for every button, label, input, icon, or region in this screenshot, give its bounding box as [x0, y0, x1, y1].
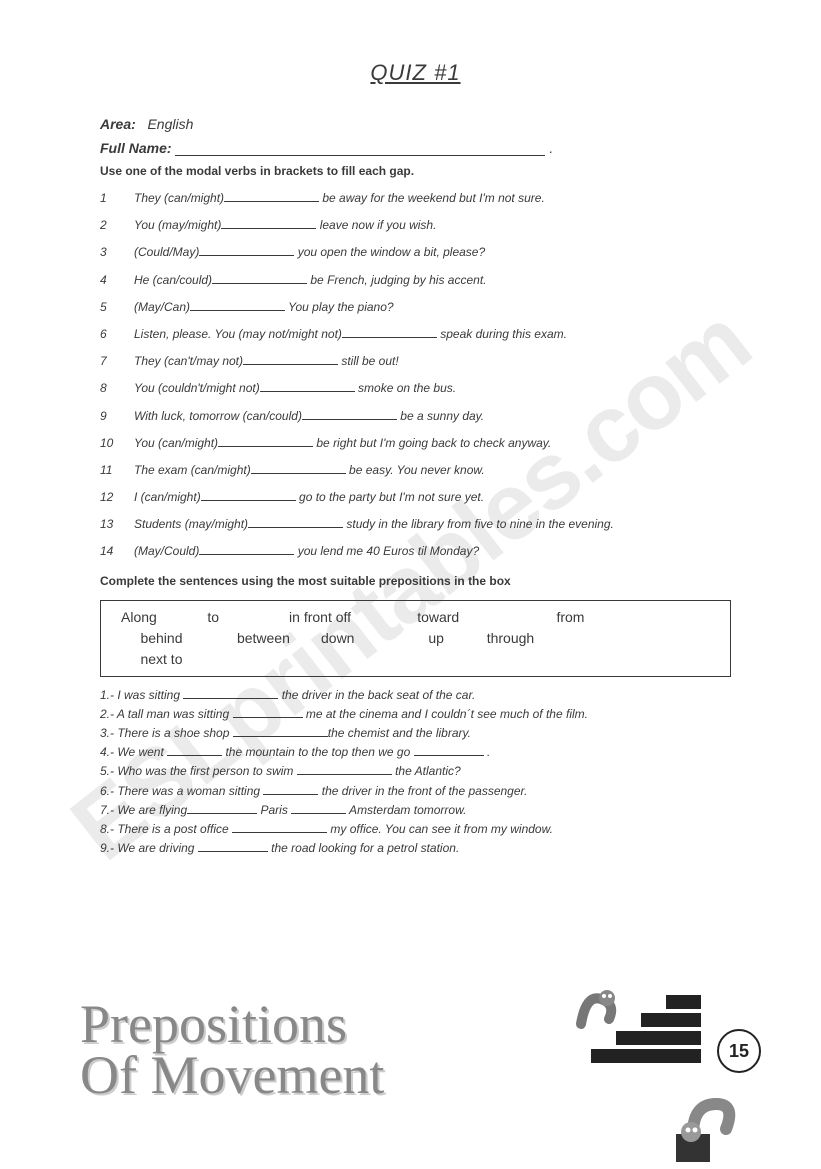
answer-blank[interactable]	[221, 218, 316, 229]
footer-art: Prepositions Of Movement 15	[80, 999, 801, 1169]
question-number: 6	[100, 326, 134, 342]
question-item: 2You (may/might) leave now if you wish.	[100, 217, 731, 233]
answer-blank[interactable]	[199, 544, 294, 555]
answer-blank[interactable]	[198, 841, 268, 852]
answer-blank[interactable]	[190, 300, 285, 311]
sentence-item: 1.- I was sitting the driver in the back…	[100, 687, 731, 703]
question-number: 8	[100, 380, 134, 396]
prep-row-3: next to	[121, 649, 182, 670]
question-item: 1They (can/might) be away for the weeken…	[100, 190, 731, 206]
instruction-1: Use one of the modal verbs in brackets t…	[100, 164, 731, 178]
question-number: 3	[100, 244, 134, 260]
sentence-list: 1.- I was sitting the driver in the back…	[100, 687, 731, 857]
answer-blank[interactable]	[260, 381, 355, 392]
page-title: QUIZ #1	[100, 60, 731, 86]
sentence-item: 7.- We are flying Paris Amsterdam tomorr…	[100, 802, 731, 818]
question-item: 8You (couldn't/might not) smoke on the b…	[100, 380, 731, 396]
answer-blank[interactable]	[342, 327, 437, 338]
instruction-2: Complete the sentences using the most su…	[100, 574, 731, 588]
question-number: 9	[100, 408, 134, 424]
area-label: Area:	[100, 116, 136, 132]
question-number: 12	[100, 489, 134, 505]
question-text: The exam (can/might) be easy. You never …	[134, 462, 731, 478]
question-number: 2	[100, 217, 134, 233]
question-number: 1	[100, 190, 134, 206]
question-number: 14	[100, 543, 134, 559]
question-text: You (may/might) leave now if you wish.	[134, 217, 731, 233]
question-text: Students (may/might) study in the librar…	[134, 516, 731, 532]
question-text: (May/Could) you lend me 40 Euros til Mon…	[134, 543, 731, 559]
area-line: Area: English	[100, 116, 731, 132]
question-text: They (can't/may not) still be out!	[134, 353, 731, 369]
question-text: You (can/might) be right but I'm going b…	[134, 435, 731, 451]
answer-blank[interactable]	[218, 436, 313, 447]
fullname-blank[interactable]	[175, 142, 545, 156]
answer-blank[interactable]	[243, 354, 338, 365]
question-item: 13Students (may/might) study in the libr…	[100, 516, 731, 532]
question-number: 11	[100, 462, 134, 478]
question-text: With luck, tomorrow (can/could) be a sun…	[134, 408, 731, 424]
answer-blank[interactable]	[201, 490, 296, 501]
answer-blank[interactable]	[232, 822, 327, 833]
question-item: 14(May/Could) you lend me 40 Euros til M…	[100, 543, 731, 559]
question-number: 7	[100, 353, 134, 369]
answer-blank[interactable]	[233, 726, 328, 737]
question-item: 6Listen, please. You (may not/might not)…	[100, 326, 731, 342]
fullname-line: Full Name: .	[100, 140, 731, 156]
question-text: I (can/might) go to the party but I'm no…	[134, 489, 731, 505]
sentence-item: 4.- We went the mountain to the top then…	[100, 744, 731, 760]
question-text: (Could/May) you open the window a bit, p…	[134, 244, 731, 260]
answer-blank[interactable]	[297, 764, 392, 775]
worm-icon-2	[671, 1084, 741, 1164]
sentence-item: 6.- There was a woman sitting the driver…	[100, 783, 731, 799]
answer-blank[interactable]	[183, 688, 278, 699]
answer-blank[interactable]	[291, 803, 346, 814]
question-text: They (can/might) be away for the weekend…	[134, 190, 731, 206]
answer-blank[interactable]	[212, 273, 307, 284]
answer-blank[interactable]	[199, 245, 294, 256]
answer-blank[interactable]	[187, 803, 257, 814]
question-number: 5	[100, 299, 134, 315]
worksheet-page: QUIZ #1 Area: English Full Name: . Use o…	[0, 0, 821, 856]
question-number: 13	[100, 516, 134, 532]
sentence-item: 2.- A tall man was sitting me at the cin…	[100, 706, 731, 722]
score-badge: 15	[717, 1029, 761, 1073]
question-list: 1They (can/might) be away for the weeken…	[100, 190, 731, 560]
answer-blank[interactable]	[167, 745, 222, 756]
question-item: 4He (can/could) be French, judging by hi…	[100, 272, 731, 288]
fullname-label: Full Name:	[100, 140, 172, 156]
answer-blank[interactable]	[233, 707, 303, 718]
answer-blank[interactable]	[251, 463, 346, 474]
sentence-item: 8.- There is a post office my office. Yo…	[100, 821, 731, 837]
question-text: Listen, please. You (may not/might not) …	[134, 326, 731, 342]
area-value: English	[147, 116, 193, 132]
question-item: 10You (can/might) be right but I'm going…	[100, 435, 731, 451]
question-text: He (can/could) be French, judging by his…	[134, 272, 731, 288]
question-text: (May/Can) You play the piano?	[134, 299, 731, 315]
question-item: 12I (can/might) go to the party but I'm …	[100, 489, 731, 505]
answer-blank[interactable]	[224, 191, 319, 202]
worm-icon-1	[571, 984, 621, 1034]
question-item: 11The exam (can/might) be easy. You neve…	[100, 462, 731, 478]
preposition-box: Along to in front off toward from behind…	[100, 600, 731, 677]
question-number: 10	[100, 435, 134, 451]
answer-blank[interactable]	[263, 784, 318, 795]
prep-row-2: behind between down up through	[121, 628, 534, 649]
sentence-item: 3.- There is a shoe shop the chemist and…	[100, 725, 731, 741]
answer-blank[interactable]	[302, 409, 397, 420]
question-text: You (couldn't/might not) smoke on the bu…	[134, 380, 731, 396]
prep-row-1: Along to in front off toward from	[121, 607, 584, 628]
sentence-item: 5.- Who was the first person to swim the…	[100, 763, 731, 779]
question-item: 5(May/Can) You play the piano?	[100, 299, 731, 315]
answer-blank[interactable]	[248, 517, 343, 528]
question-item: 9With luck, tomorrow (can/could) be a su…	[100, 408, 731, 424]
question-item: 7They (can't/may not) still be out!	[100, 353, 731, 369]
sentence-item: 9.- We are driving the road looking for …	[100, 840, 731, 856]
question-number: 4	[100, 272, 134, 288]
question-item: 3(Could/May) you open the window a bit, …	[100, 244, 731, 260]
answer-blank[interactable]	[414, 745, 484, 756]
